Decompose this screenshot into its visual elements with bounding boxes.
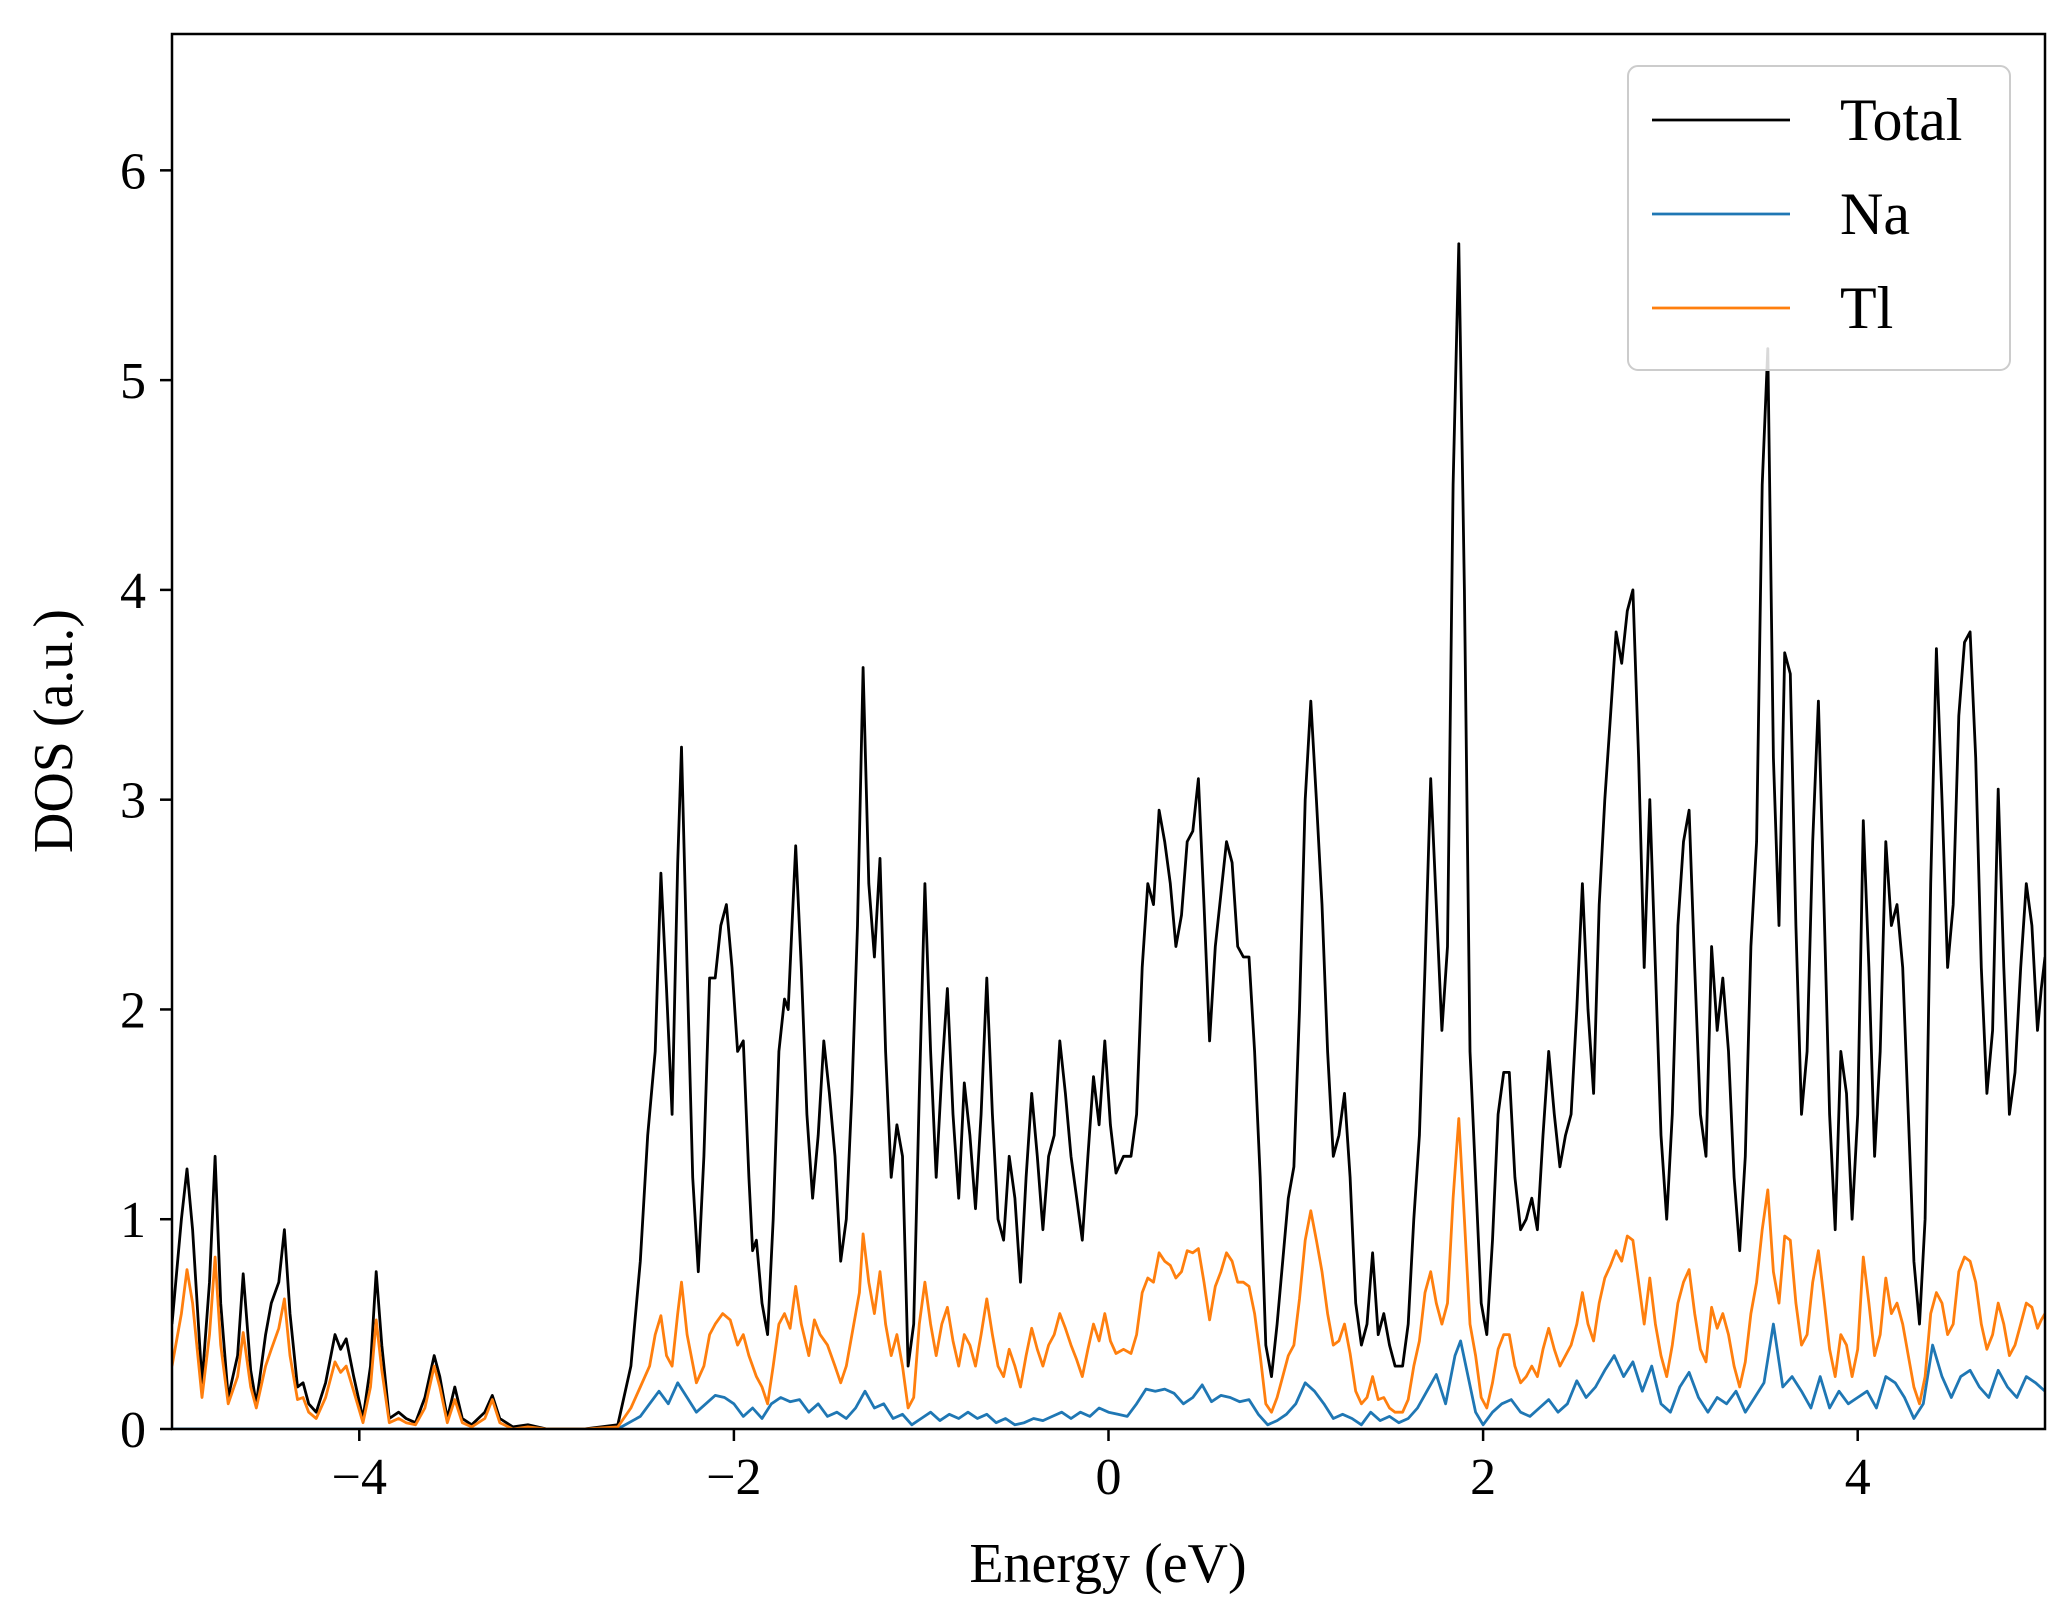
legend-label-tl: Tl [1840,275,1893,341]
legend-label-total: Total [1840,87,1962,153]
legend-label-na: Na [1840,181,1910,247]
x-tick-label: −2 [706,1449,761,1506]
legend: Total Na Tl [1627,65,2011,371]
legend-box [1627,65,2011,371]
x-axis-label: Energy (eV) [969,1533,1246,1595]
y-tick-label: 3 [120,773,146,830]
y-axis-label: DOS (a.u.) [23,609,85,853]
series-line-na [172,1322,2045,1429]
y-tick-label: 1 [120,1192,146,1249]
y-tick-label: 4 [120,563,146,620]
x-tick-label: −4 [332,1449,387,1506]
x-tick-label: 4 [1845,1449,1871,1506]
series-line-total [172,242,2045,1429]
x-tick-label: 2 [1470,1449,1496,1506]
series-layer [172,242,2045,1429]
series-line-tl [172,1117,2045,1429]
x-tick-label: 0 [1096,1449,1122,1506]
y-tick-label: 5 [120,353,146,410]
y-tick-label: 6 [120,143,146,200]
ticks-layer: −4 −2 0 2 4 0 1 2 3 4 5 6 [120,143,1871,1506]
y-tick-label: 0 [120,1402,146,1459]
y-tick-label: 2 [120,982,146,1039]
